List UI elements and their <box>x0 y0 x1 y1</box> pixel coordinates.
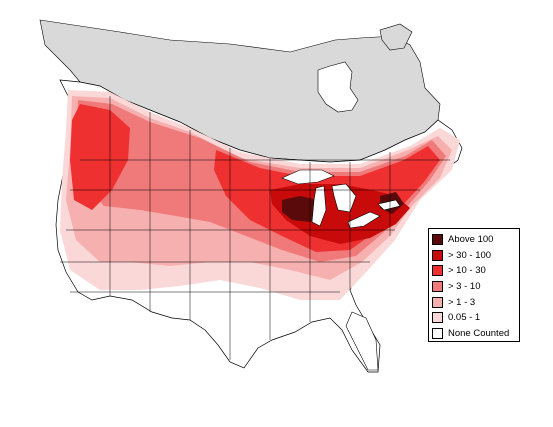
legend-item: > 10 - 30 <box>432 263 516 279</box>
legend-swatch <box>432 281 443 293</box>
legend-label: > 10 - 30 <box>448 265 486 277</box>
legend-label: 0.05 - 1 <box>448 312 481 324</box>
abundance-peak-band <box>282 196 322 222</box>
lake-erie <box>347 211 381 229</box>
map-legend: Above 100 > 30 - 100 > 10 - 30 > 3 - 10 > 1 … <box>428 228 520 342</box>
legend-item: > 1 - 3 <box>432 294 516 310</box>
legend-swatch <box>432 327 443 339</box>
legend-item: None Counted <box>432 326 516 342</box>
legend-label: > 1 - 3 <box>448 296 476 308</box>
great-lakes <box>281 169 401 229</box>
abundance-west-high-band <box>70 104 130 210</box>
legend-item: 0.05 - 1 <box>432 310 516 326</box>
political-boundaries <box>60 96 450 360</box>
legend-swatch <box>432 296 443 308</box>
legend-swatch <box>432 265 443 277</box>
legend-label: > 3 - 10 <box>448 281 481 293</box>
legend-swatch <box>432 312 443 324</box>
legend-label: Above 100 <box>448 234 494 246</box>
legend-swatch <box>432 249 443 261</box>
legend-item: > 3 - 10 <box>432 279 516 295</box>
legend-label: > 30 - 100 <box>448 249 492 261</box>
lake-superior <box>281 169 335 185</box>
hudson-bay <box>317 61 359 113</box>
lake-michigan <box>311 185 327 227</box>
legend-item: > 30 - 100 <box>432 248 516 264</box>
legend-label: None Counted <box>448 327 510 339</box>
legend-item: Above 100 <box>432 232 516 248</box>
florida-peninsula <box>345 311 379 371</box>
legend-swatch <box>432 234 443 246</box>
baffin-island <box>379 23 413 51</box>
